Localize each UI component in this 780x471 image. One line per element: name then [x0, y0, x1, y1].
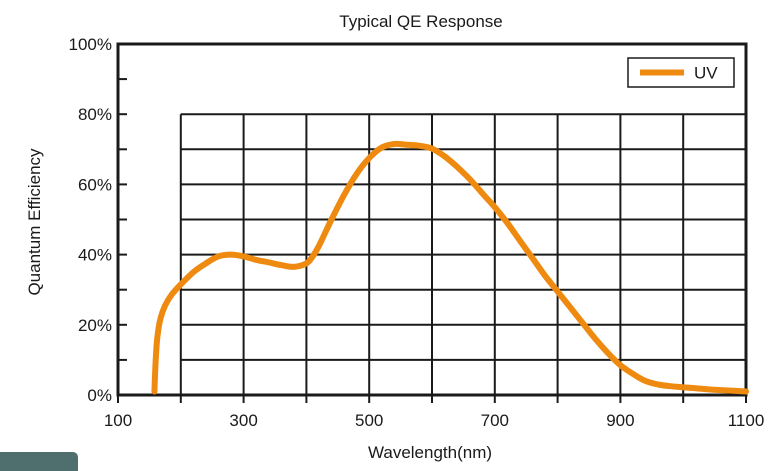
x-tick-label: 1100: [728, 411, 765, 430]
x-axis-label: Wavelength(nm): [368, 443, 492, 462]
plot-frame: [116, 42, 748, 397]
y-tick-labels: 0% 20% 40% 60% 80% 100%: [69, 35, 112, 405]
x-tick-label: 700: [481, 411, 509, 430]
x-tick-labels: 100 300 500 700 900 1100: [104, 411, 764, 430]
x-tick-label: 900: [606, 411, 634, 430]
legend-label-uv: UV: [694, 64, 718, 83]
y-tick-label: 100%: [69, 35, 112, 54]
y-tick-label: 20%: [78, 316, 112, 335]
y-tick-label: 0%: [87, 386, 112, 405]
y-tick-label: 40%: [78, 246, 112, 265]
series-line-uv: [151, 140, 749, 395]
chart-title: Typical QE Response: [339, 12, 502, 31]
y-tick-label: 60%: [78, 175, 112, 194]
x-tick-label: 300: [229, 411, 257, 430]
y-tick-label: 80%: [78, 105, 112, 124]
x-tick-label: 500: [355, 411, 383, 430]
x-tick-label: 100: [104, 411, 132, 430]
grid-lines: [179, 113, 746, 395]
corner-tab: [0, 452, 78, 471]
y-axis-label: Quantum Efficiency: [25, 148, 44, 296]
legend: UV: [627, 57, 735, 88]
